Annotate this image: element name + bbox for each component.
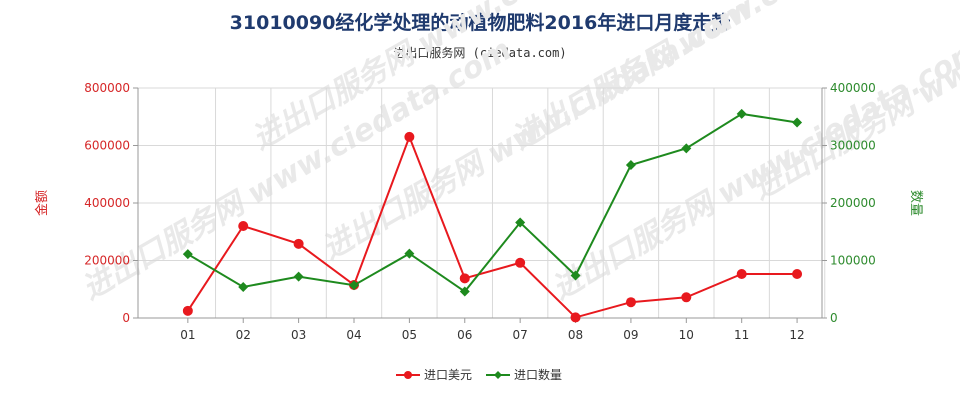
y-tick-label-left: 200000: [84, 254, 130, 268]
x-tick-label: 08: [568, 328, 583, 342]
y-tick-label-left: 800000: [84, 81, 130, 95]
data-point-series-2: [736, 108, 747, 119]
y-axis-right-title: 数量: [908, 190, 923, 216]
data-point-series-1: [459, 273, 470, 284]
chart-title: 31010090经化学处理的动植物肥料2016年进口月度走势: [229, 12, 731, 34]
data-point-series-1: [182, 305, 193, 316]
y-tick-label-right: 400000: [830, 81, 876, 95]
data-point-series-2: [515, 217, 526, 228]
series-line-1: [187, 134, 798, 319]
data-point-series-2: [792, 117, 803, 128]
data-point-series-1: [404, 131, 415, 142]
legend-marker-1: [404, 371, 412, 379]
x-tick-label: 11: [734, 328, 749, 342]
x-tick-label: 12: [789, 328, 804, 342]
x-tick-label: 10: [679, 328, 694, 342]
x-tick-label: 03: [291, 328, 306, 342]
data-point-series-1: [792, 269, 803, 280]
data-point-series-1: [736, 269, 747, 280]
legend-marker-2: [494, 371, 502, 379]
data-point-series-2: [404, 248, 415, 259]
data-point-series-2: [238, 281, 249, 292]
y-tick-label-right: 300000: [830, 139, 876, 153]
y-tick-label-left: 600000: [84, 139, 130, 153]
y-tick-label-left: 0: [122, 311, 130, 325]
data-point-series-1: [681, 292, 692, 303]
data-point-series-2: [182, 249, 193, 260]
legend-label-1: 进口美元: [424, 368, 472, 382]
y-tick-label-right: 200000: [830, 196, 876, 210]
chart-subtitle: 进出口服务网 (ciedata.com): [393, 46, 567, 60]
data-point-series-2: [349, 280, 359, 291]
y-tick-label-right: 100000: [830, 254, 876, 268]
data-point-series-1: [293, 238, 304, 249]
data-point-series-2: [625, 160, 636, 171]
series-layer: [182, 108, 803, 323]
legend-label-2: 进口数量: [514, 367, 562, 382]
data-point-series-1: [515, 257, 526, 268]
data-point-series-2: [293, 271, 304, 282]
y-axis-left-title: 金额: [34, 190, 50, 216]
data-point-series-1: [238, 221, 249, 231]
x-tick-label: 05: [402, 328, 417, 342]
x-tick-label: 09: [623, 328, 638, 342]
data-point-series-2: [681, 143, 692, 154]
data-point-series-1: [625, 297, 636, 308]
data-point-series-2: [459, 286, 470, 297]
data-point-series-1: [570, 312, 581, 323]
x-tick-label: 02: [236, 328, 251, 342]
y-tick-label-left: 400000: [84, 196, 130, 210]
x-tick-label: 07: [513, 328, 528, 342]
axes: 0 200000 400000 600000 800000 0 100000 200000 30…: [34, 81, 923, 342]
grid-lines: [137, 87, 826, 319]
data-point-series-2: [570, 270, 581, 281]
x-tick-label: 04: [346, 328, 361, 342]
series-line-2: [187, 112, 798, 293]
x-tick-label: 06: [457, 328, 472, 342]
x-tick-label: 01: [180, 328, 195, 342]
legend: 进口美元 进口数量: [396, 367, 562, 382]
y-tick-label-right: 0: [830, 311, 838, 325]
